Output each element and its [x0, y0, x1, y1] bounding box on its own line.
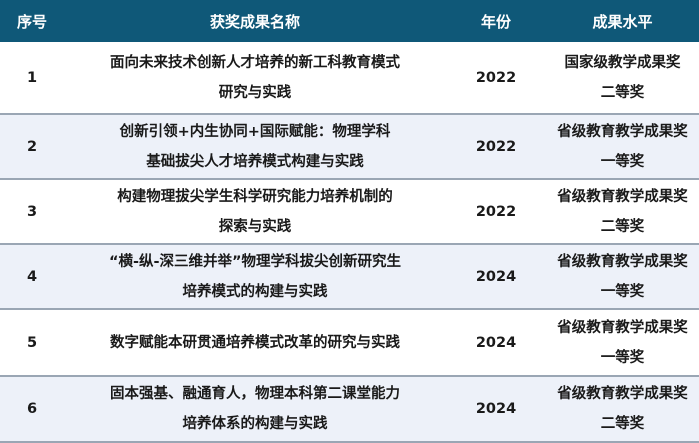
row-name: 创新引领+内生协同+国际赋能：物理学科 基础拔尖人才培养模式构建与实践 [64, 117, 446, 177]
row-index: 4 [26, 268, 38, 285]
row-index: 5 [26, 334, 38, 351]
row-year: 2022 [475, 138, 517, 155]
row-index: 6 [26, 401, 38, 417]
level-line: 一等奖 [600, 153, 645, 170]
row-year: 2022 [475, 203, 517, 220]
row-year: 2024 [475, 334, 517, 351]
name-line: 固本强基、融通育人，物理本科第二课堂能力 [110, 386, 400, 402]
name-line: “横-纵-深三维并举”物理学科拔尖创新研究生 [108, 253, 402, 270]
level-line: 二等奖 [600, 84, 645, 101]
row-level: 省级教育教学成果奖 二等奖 [546, 379, 699, 439]
table-row: 1 面向未来技术创新人才培养的新工科教育模式 研究与实践 2022 国家级教学成果奖 二等… [0, 42, 699, 115]
level-line: 一等奖 [600, 349, 645, 366]
row-year: 2024 [475, 401, 517, 417]
header-index: 序号 [16, 12, 47, 31]
table-row: 5 数字赋能本研贯通培养模式改革的研究与实践 2024 省级教育教学成果奖 一等奖 [0, 310, 699, 377]
row-level: 国家级教学成果奖 二等奖 [546, 48, 699, 108]
name-line: 构建物理拔尖学生科学研究能力培养机制的 [117, 188, 393, 205]
row-level: 省级教育教学成果奖 二等奖 [546, 182, 699, 242]
name-line: 数字赋能本研贯通培养模式改革的研究与实践 [110, 334, 400, 351]
table-row: 4 “横-纵-深三维并举”物理学科拔尖创新研究生 培养模式的构建与实践 2024 省级教… [0, 245, 699, 310]
row-name: 构建物理拔尖学生科学研究能力培养机制的 探索与实践 [64, 182, 446, 242]
row-level: 省级教育教学成果奖 一等奖 [546, 247, 699, 307]
table-row: 6 固本强基、融通育人，物理本科第二课堂能力 培养体系的构建与实践 2024 省级教育教… [0, 377, 699, 443]
row-level: 省级教育教学成果奖 一等奖 [546, 313, 699, 373]
row-year: 2022 [475, 69, 517, 86]
row-name: 数字赋能本研贯通培养模式改革的研究与实践 [64, 328, 446, 358]
level-line: 省级教育教学成果奖 [557, 123, 688, 140]
level-line: 省级教育教学成果奖 [557, 386, 688, 402]
row-name: 面向未来技术创新人才培养的新工科教育模式 研究与实践 [64, 48, 446, 108]
level-line: 国家级教学成果奖 [564, 54, 681, 71]
name-line: 培养体系的构建与实践 [182, 416, 328, 432]
name-line: 面向未来技术创新人才培养的新工科教育模式 [110, 54, 400, 71]
level-line: 二等奖 [600, 218, 645, 235]
row-name: “横-纵-深三维并举”物理学科拔尖创新研究生 培养模式的构建与实践 [64, 247, 446, 307]
level-line: 省级教育教学成果奖 [557, 253, 688, 270]
name-line: 探索与实践 [218, 218, 292, 235]
header-name: 获奖成果名称 [209, 12, 300, 31]
row-index: 1 [26, 69, 38, 86]
table-row: 2 创新引领+内生协同+国际赋能：物理学科 基础拔尖人才培养模式构建与实践 2022 省… [0, 115, 699, 180]
header-level: 成果水平 [592, 12, 653, 31]
level-line: 省级教育教学成果奖 [557, 188, 688, 205]
row-index: 2 [26, 138, 38, 155]
level-line: 一等奖 [600, 283, 645, 300]
row-name: 固本强基、融通育人，物理本科第二课堂能力 培养体系的构建与实践 [64, 379, 446, 439]
row-year: 2024 [475, 268, 517, 285]
name-line: 创新引领+内生协同+国际赋能：物理学科 [119, 123, 391, 140]
name-line: 培养模式的构建与实践 [182, 283, 328, 300]
name-line: 研究与实践 [218, 84, 292, 101]
table-row: 3 构建物理拔尖学生科学研究能力培养机制的 探索与实践 2022 省级教育教学成果奖 二等… [0, 180, 699, 245]
name-line: 基础拔尖人才培养模式构建与实践 [146, 153, 364, 170]
row-level: 省级教育教学成果奖 一等奖 [546, 117, 699, 177]
table-header: 序号 获奖成果名称 年份 成果水平 [0, 0, 699, 42]
row-index: 3 [26, 203, 38, 220]
header-year: 年份 [480, 12, 511, 31]
level-line: 省级教育教学成果奖 [557, 319, 688, 336]
level-line: 二等奖 [600, 416, 645, 432]
